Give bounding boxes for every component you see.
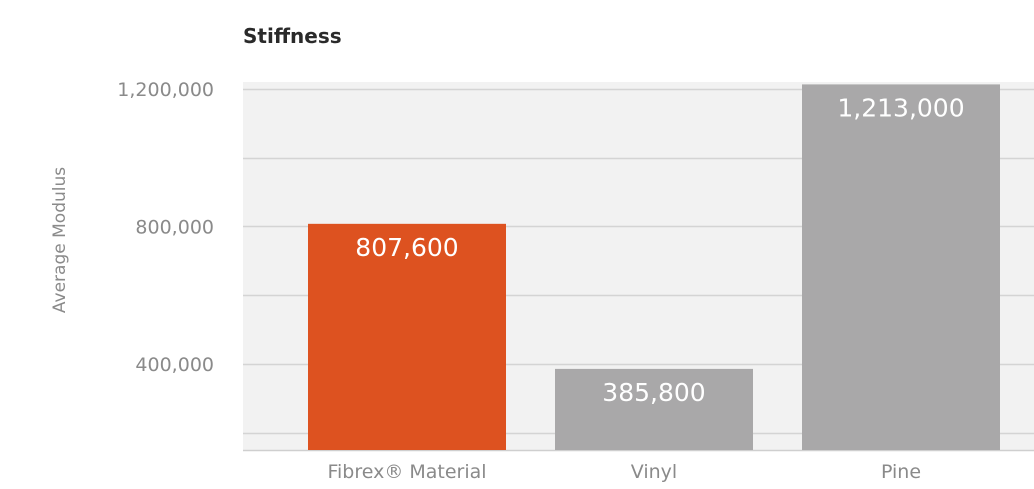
data-label: 807,600 [355,233,458,262]
y-axis-label: Average Modulus [50,167,70,313]
y-tick-label: 1,200,000 [117,79,214,101]
x-tick-label: Pine [881,461,921,483]
y-tick-label: 400,000 [135,354,214,376]
data-label: 385,800 [602,378,705,407]
bar [802,84,1000,451]
x-tick-label: Fibrex® Material [327,461,486,483]
bar [308,223,506,450]
bar [555,368,753,450]
y-tick-label: 800,000 [135,216,214,238]
x-tick-label: Vinyl [631,461,677,483]
plot-area: 400,000 800,000 1,200,000 807,600 Fibrex® Ma… [117,79,1034,483]
data-label: 1,213,000 [837,93,964,122]
chart-title: Stiffness [243,24,342,48]
